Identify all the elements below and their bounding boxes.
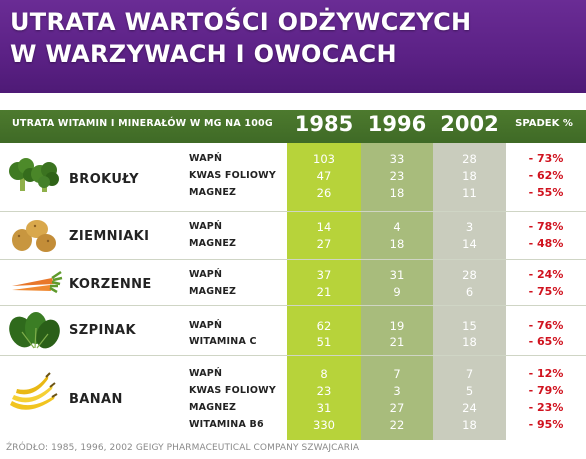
value-2002: 24 xyxy=(462,401,477,415)
value-1996: 21 xyxy=(389,335,405,349)
value-1996: 4 xyxy=(393,220,401,234)
food-name-szpinak: SZPINAK xyxy=(69,323,136,338)
nutrient-label: KWAS FOLIOWY xyxy=(189,170,276,181)
year-header-1985: 1985 xyxy=(294,112,354,136)
potato-icon xyxy=(8,216,60,258)
food-name-banan: BANAN xyxy=(69,392,123,407)
drop-percent: - 78% xyxy=(528,220,564,233)
spinach-icon xyxy=(6,310,62,356)
column-2002-bg xyxy=(433,143,506,440)
value-2002: 28 xyxy=(462,268,477,282)
drop-percent: - 55% xyxy=(528,186,564,199)
food-name-brokuly: BROKUŁY xyxy=(69,172,139,187)
value-1985: 37 xyxy=(316,268,332,282)
table-subtitle: UTRATA WITAMIN I MINERAŁÓW W MG NA 100G xyxy=(12,118,273,129)
row-separator xyxy=(0,355,586,356)
drop-percent: - 65% xyxy=(528,335,564,348)
year-header-1996: 1996 xyxy=(367,112,427,136)
nutrient-label: MAGNEZ xyxy=(189,187,237,198)
value-2002: 5 xyxy=(465,384,474,398)
column-drop-bg xyxy=(506,143,586,440)
value-1985: 23 xyxy=(316,384,332,398)
value-2002: 6 xyxy=(465,285,474,299)
value-1985: 27 xyxy=(316,237,332,251)
nutrient-label: WITAMINA B6 xyxy=(189,419,264,430)
value-1996: 31 xyxy=(389,268,405,282)
nutrient-label: KWAS FOLIOWY xyxy=(189,385,276,396)
value-2002: 28 xyxy=(462,152,477,166)
row-separator xyxy=(0,305,586,306)
value-2002: 3 xyxy=(465,220,474,234)
value-1996: 18 xyxy=(389,186,405,200)
value-2002: 18 xyxy=(462,335,477,349)
nutrient-label: MAGNEZ xyxy=(189,238,237,249)
column-1996-bg xyxy=(361,143,433,440)
drop-percent: - 23% xyxy=(528,401,564,414)
value-1985: 47 xyxy=(316,169,332,183)
value-1985: 21 xyxy=(316,285,332,299)
value-1996: 7 xyxy=(393,367,401,381)
value-1985: 14 xyxy=(316,220,332,234)
drop-percent: - 48% xyxy=(528,237,564,250)
drop-percent: - 73% xyxy=(528,152,564,165)
banana-icon xyxy=(6,371,62,425)
row-separator xyxy=(0,259,586,260)
value-1985: 31 xyxy=(316,401,332,415)
drop-header: SPADEK % xyxy=(515,118,573,129)
drop-percent: - 76% xyxy=(528,319,564,332)
drop-percent: - 95% xyxy=(528,418,564,431)
nutrient-label: MAGNEZ xyxy=(189,286,237,297)
value-1996: 3 xyxy=(393,384,401,398)
value-2002: 7 xyxy=(465,367,474,381)
title-banner xyxy=(0,0,586,93)
nutrient-label: WAPŃ xyxy=(189,269,223,280)
broccoli-icon xyxy=(6,155,64,201)
row-separator xyxy=(0,211,586,212)
value-1996: 27 xyxy=(389,401,405,415)
drop-percent: - 79% xyxy=(528,384,564,397)
value-2002: 14 xyxy=(462,237,477,251)
nutrient-label: WAPŃ xyxy=(189,221,223,232)
table-header xyxy=(0,110,586,143)
food-name-korzenne: KORZENNE xyxy=(69,277,152,292)
nutrient-label: MAGNEZ xyxy=(189,402,237,413)
nutrient-label: WAPŃ xyxy=(189,153,223,164)
value-2002: 18 xyxy=(462,418,477,432)
nutrient-label: WITAMINA C xyxy=(189,336,257,347)
food-name-ziemniaki: ZIEMNIAKI xyxy=(69,229,150,244)
value-1996: 23 xyxy=(389,169,405,183)
value-1985: 62 xyxy=(316,319,332,333)
year-header-2002: 2002 xyxy=(440,112,499,136)
value-1996: 18 xyxy=(389,237,405,251)
drop-percent: - 75% xyxy=(528,285,564,298)
value-2002: 18 xyxy=(462,169,477,183)
column-1985-bg xyxy=(287,143,361,440)
nutrient-label: WAPŃ xyxy=(189,320,223,331)
title-line-2: W WARZYWACH I OWOCACH xyxy=(10,40,397,68)
value-1996: 33 xyxy=(389,152,405,166)
drop-percent: - 24% xyxy=(528,268,564,281)
nutrient-label: WAPŃ xyxy=(189,368,223,379)
drop-percent: - 12% xyxy=(528,367,564,380)
carrot-icon xyxy=(6,266,64,304)
value-1996: 22 xyxy=(389,418,405,432)
value-1985: 330 xyxy=(313,418,335,432)
value-2002: 11 xyxy=(462,186,477,200)
value-1985: 26 xyxy=(316,186,332,200)
title-line-1: UTRATA WARTOŚCI ODŻYWCZYCH xyxy=(10,8,472,36)
value-2002: 15 xyxy=(462,319,477,333)
source-note: ŹRÓDŁO: 1985, 1996, 2002 GEIGY PHARMACEU… xyxy=(6,443,360,453)
value-1985: 8 xyxy=(320,367,328,381)
footer xyxy=(0,440,586,459)
title-gap xyxy=(0,93,586,110)
value-1996: 19 xyxy=(389,319,405,333)
value-1985: 103 xyxy=(313,152,335,166)
value-1996: 9 xyxy=(393,285,401,299)
drop-percent: - 62% xyxy=(528,169,564,182)
value-1985: 51 xyxy=(316,335,332,349)
